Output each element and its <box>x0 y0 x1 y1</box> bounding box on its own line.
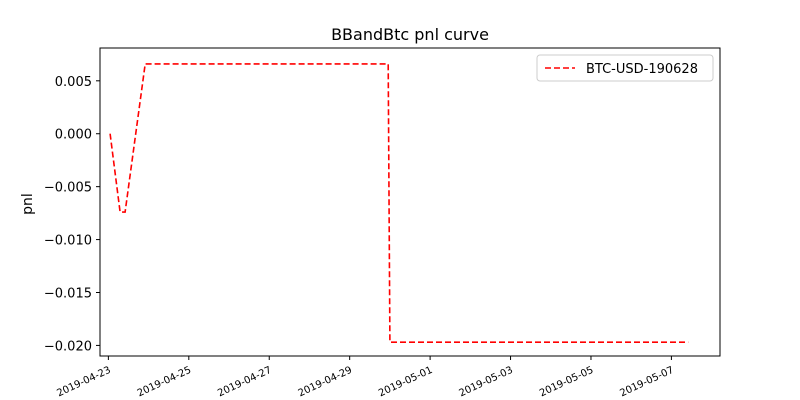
x-tick-label: 2019-04-29 <box>297 365 354 400</box>
plot-lines <box>109 63 689 344</box>
y-tick-label: −0.010 <box>44 234 92 249</box>
legend-label-btc-usd-190628: BTC-USD-190628 <box>586 62 698 77</box>
legend-frame <box>536 54 714 82</box>
x-tick-label: 2019-05-01 <box>377 365 434 400</box>
legend: BTC-USD-190628 <box>536 54 714 82</box>
chart-title: BBandBtc pnl curve <box>331 25 489 44</box>
x-tick-label: 2019-05-07 <box>618 365 675 400</box>
y-axis-ticks: 0.005 0.000 −0.005 −0.010 −0.015 −0.020 <box>44 75 100 354</box>
y-tick-label: −0.020 <box>44 339 92 354</box>
x-tick-label: 2019-05-05 <box>538 365 595 400</box>
y-tick-label: −0.015 <box>44 286 92 301</box>
x-tick-label: 2019-04-27 <box>216 365 273 400</box>
x-tick-label: 2019-04-23 <box>55 365 112 400</box>
y-tick-label: −0.005 <box>44 181 92 196</box>
plot-area-frame <box>99 47 721 357</box>
x-tick-label: 2019-04-25 <box>136 365 193 400</box>
x-tick-label: 2019-05-03 <box>457 365 514 400</box>
y-tick-label: 0.005 <box>55 75 92 90</box>
y-tick-label: 0.000 <box>55 128 92 143</box>
x-axis-ticks: 2019-04-23 2019-04-25 2019-04-27 2019-04-29… <box>55 356 676 400</box>
series-line-0 <box>109 63 689 344</box>
y-axis-label: pnl <box>20 193 36 215</box>
